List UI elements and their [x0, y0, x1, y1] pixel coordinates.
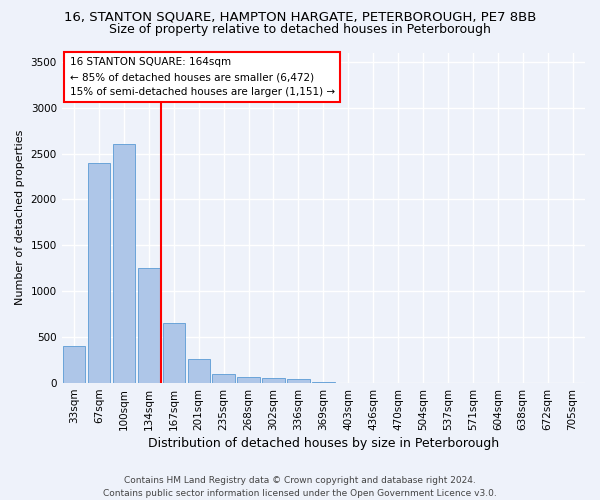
Bar: [113, 144, 135, 383]
Bar: [63, 346, 85, 383]
Text: Contains HM Land Registry data © Crown copyright and database right 2024.
Contai: Contains HM Land Registry data © Crown c…: [103, 476, 497, 498]
Bar: [137, 268, 160, 383]
Bar: [88, 162, 110, 383]
X-axis label: Distribution of detached houses by size in Peterborough: Distribution of detached houses by size …: [148, 437, 499, 450]
Bar: [238, 377, 260, 383]
Bar: [287, 379, 310, 383]
Bar: [312, 382, 335, 383]
Text: 16 STANTON SQUARE: 164sqm
← 85% of detached houses are smaller (6,472)
15% of se: 16 STANTON SQUARE: 164sqm ← 85% of detac…: [70, 58, 335, 97]
Bar: [262, 378, 285, 383]
Bar: [163, 324, 185, 383]
Text: Size of property relative to detached houses in Peterborough: Size of property relative to detached ho…: [109, 22, 491, 36]
Y-axis label: Number of detached properties: Number of detached properties: [15, 130, 25, 306]
Bar: [188, 359, 210, 383]
Text: 16, STANTON SQUARE, HAMPTON HARGATE, PETERBOROUGH, PE7 8BB: 16, STANTON SQUARE, HAMPTON HARGATE, PET…: [64, 10, 536, 23]
Bar: [212, 374, 235, 383]
